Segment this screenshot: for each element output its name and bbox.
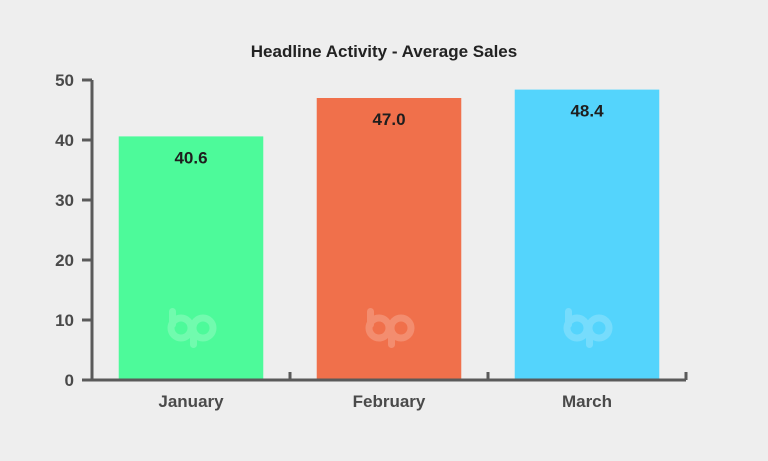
bp-logo-icon — [167, 308, 217, 348]
y-axis: 0 10 20 30 40 50 — [55, 71, 94, 390]
x-tick-label: January — [158, 392, 224, 411]
bars: 40.6 47.0 48.4 — [118, 89, 660, 380]
data-label: 40.6 — [174, 148, 207, 167]
y-tick-label: 30 — [55, 191, 74, 210]
y-tick-label: 10 — [55, 311, 74, 330]
y-tick-label: 50 — [55, 71, 74, 90]
bar-february — [316, 98, 462, 380]
bp-logo-icon — [563, 308, 613, 348]
x-tick-label: February — [353, 392, 426, 411]
y-tick-label: 40 — [55, 131, 74, 150]
data-label: 48.4 — [570, 102, 604, 121]
y-tick-label: 20 — [55, 251, 74, 270]
x-tick-label: March — [562, 392, 612, 411]
data-label: 47.0 — [372, 110, 405, 129]
bar-march — [514, 89, 660, 380]
bp-logo-icon — [365, 308, 415, 348]
bar-january — [118, 136, 264, 380]
chart-title: Headline Activity - Average Sales — [251, 42, 517, 61]
y-tick-label: 0 — [65, 371, 74, 390]
x-axis: January February March — [92, 372, 688, 411]
